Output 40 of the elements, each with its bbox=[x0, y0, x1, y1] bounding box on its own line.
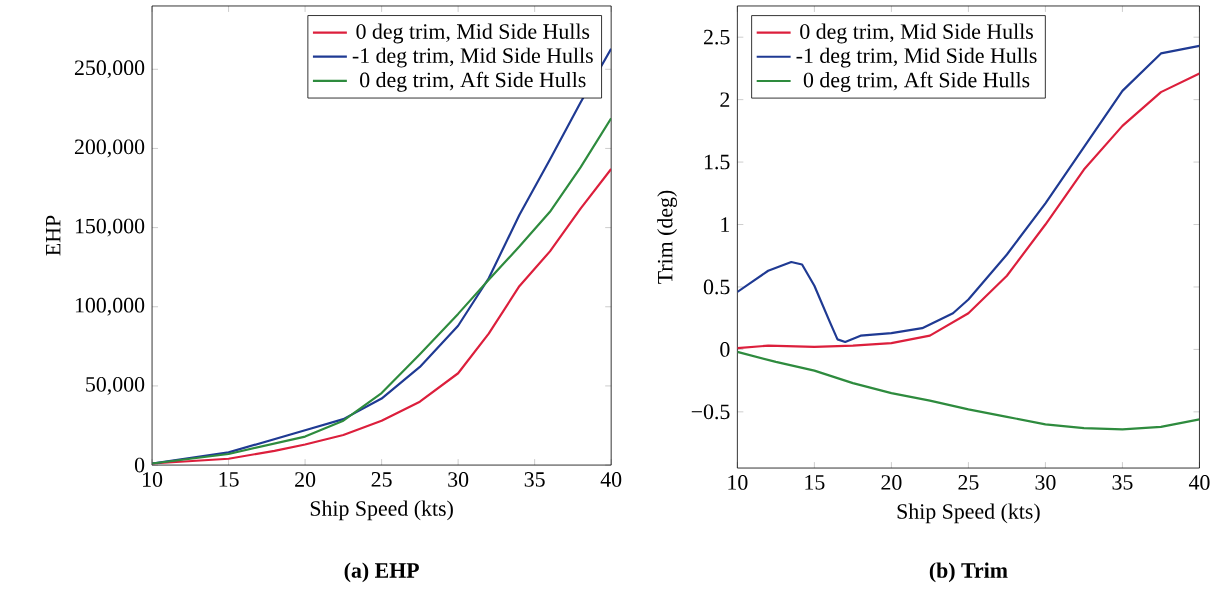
x-axis-title: Ship Speed (kts) bbox=[310, 500, 453, 521]
x-tick-label: 35 bbox=[524, 471, 545, 487]
legend-label: 0 deg trim, Mid Side Hulls bbox=[800, 23, 1033, 44]
x-tick-label: 30 bbox=[448, 471, 469, 487]
text: (b) Trim bbox=[929, 562, 1008, 583]
x-tick-label: 20 bbox=[295, 471, 316, 487]
x-tick-label: 10 bbox=[728, 474, 748, 490]
legend-label: -1 deg trim, Mid Side Hulls bbox=[352, 47, 593, 68]
y-tick-label: −0.5 bbox=[691, 404, 730, 420]
y-tick-label: 250,000 bbox=[74, 60, 145, 79]
legend-label: 0 deg trim, Mid Side Hulls bbox=[356, 23, 590, 44]
x-tick-label: 40 bbox=[600, 471, 622, 487]
x-tick-label: 30 bbox=[1035, 474, 1056, 490]
x-tick-label: 15 bbox=[219, 471, 239, 487]
legend-label: 0 deg trim, Aft Side Hulls bbox=[803, 71, 1030, 92]
y-tick-label: 0 bbox=[720, 341, 730, 357]
x-tick-label: 15 bbox=[805, 474, 825, 490]
y-tick-label: 2 bbox=[720, 92, 730, 107]
y-tick-label: 150,000 bbox=[75, 218, 145, 237]
y-tick-label: 0 bbox=[134, 457, 145, 473]
x-tick-label: 25 bbox=[958, 474, 979, 490]
line-series bbox=[737, 350, 1200, 431]
y-tick-label: 2.5 bbox=[703, 29, 730, 45]
legend-label: -1 deg trim, Mid Side Hulls bbox=[796, 47, 1037, 68]
legend-label: 0 deg trim, Aft Side Hulls bbox=[360, 71, 586, 92]
y-tick-label: 200,000 bbox=[74, 139, 145, 158]
x-tick-label: 35 bbox=[1112, 474, 1133, 490]
y-tick-label: 100,000 bbox=[75, 297, 145, 316]
y-axis-title: EHP bbox=[46, 215, 61, 256]
x-tick-label: 10 bbox=[143, 471, 163, 487]
text: (a) EHP bbox=[344, 562, 419, 583]
x-tick-label: 40 bbox=[1188, 474, 1210, 490]
y-tick-label: 1 bbox=[721, 217, 730, 232]
x-tick-label: 25 bbox=[371, 471, 392, 487]
y-axis-title: Trim (deg) bbox=[657, 190, 678, 284]
y-tick-label: 50,000 bbox=[86, 376, 145, 395]
x-tick-label: 20 bbox=[881, 474, 902, 490]
x-axis-title: Ship Speed (kts) bbox=[897, 503, 1040, 524]
y-tick-label: 0.5 bbox=[703, 279, 730, 295]
y-tick-label: 1.5 bbox=[704, 154, 730, 170]
